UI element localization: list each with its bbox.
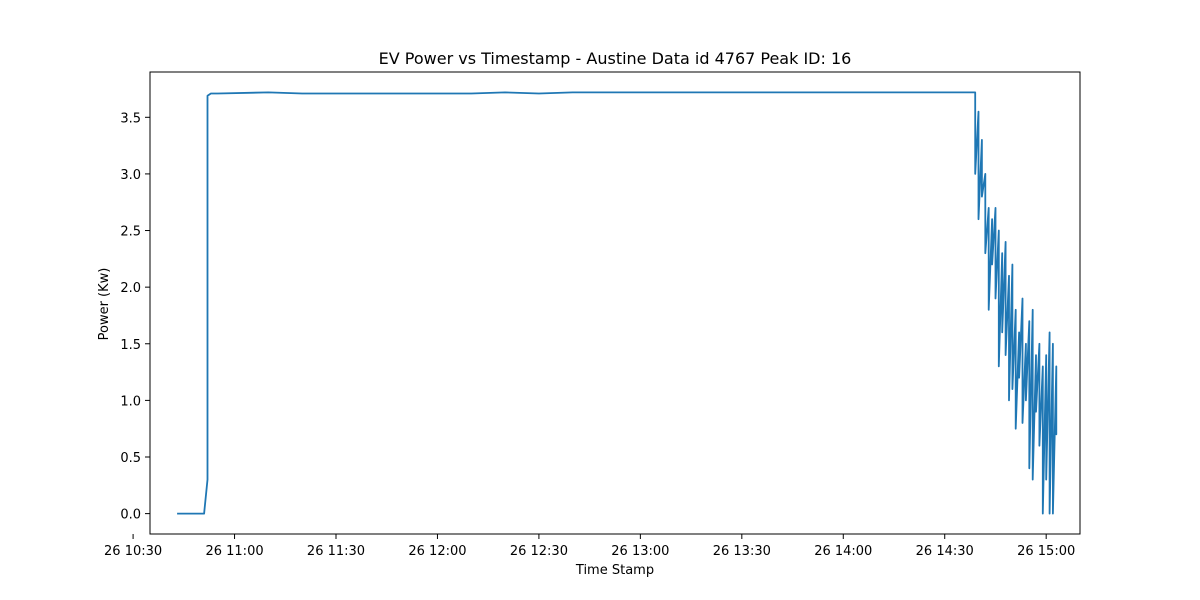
- y-tick-label: 3.5: [120, 111, 141, 126]
- y-tick-label: 1.5: [120, 338, 141, 353]
- x-tick-label: 26 14:30: [916, 544, 974, 559]
- x-tick-label: 26 14:00: [814, 544, 872, 559]
- y-tick-label: 1.0: [120, 394, 141, 409]
- power-series-line: [177, 91, 1058, 515]
- x-tick-label: 26 12:30: [510, 544, 568, 559]
- y-tick-label: 2.5: [120, 225, 141, 240]
- x-axis-ticks: 26 10:30 26 11:00 26 11:30 26 12:00 26 12:30…: [104, 534, 1075, 559]
- x-tick-label: 26 13:00: [611, 544, 669, 559]
- x-tick-label: 26 11:30: [307, 544, 365, 559]
- y-axis-ticks: 0.0 0.5 1.0 1.5 2.0 2.5 3.0 3.5: [120, 111, 150, 523]
- y-tick-label: 3.0: [120, 168, 141, 183]
- plot-area: [177, 91, 1058, 515]
- x-tick-label: 26 10:30: [104, 544, 162, 559]
- x-tick-label: 26 12:00: [408, 544, 466, 559]
- y-tick-label: 0.5: [120, 451, 141, 466]
- chart-title: EV Power vs Timestamp - Austine Data id …: [379, 49, 852, 68]
- x-tick-label: 26 15:00: [1017, 544, 1075, 559]
- y-tick-label: 2.0: [120, 281, 141, 296]
- y-tick-label: 0.0: [120, 508, 141, 523]
- y-axis-label: Power (Kw): [97, 268, 112, 341]
- x-tick-label: 26 11:00: [205, 544, 263, 559]
- x-axis-label: Time Stamp: [575, 563, 654, 578]
- plot-frame: [149, 71, 1081, 535]
- x-tick-label: 26 13:30: [713, 544, 771, 559]
